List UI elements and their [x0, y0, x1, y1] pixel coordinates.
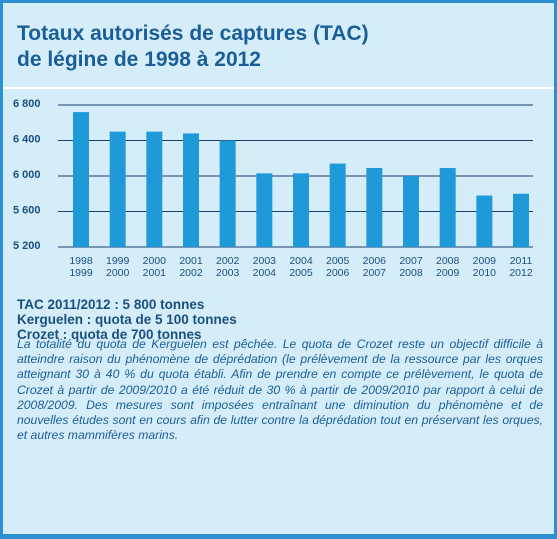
body-text: La totalité du quota de Kerguelen est pê… [17, 337, 543, 443]
bar [366, 168, 383, 247]
bar [73, 112, 89, 247]
separator [3, 87, 554, 89]
x-tick-label: 2005 [289, 267, 313, 279]
x-tick-label: 2002 [179, 267, 203, 279]
bar [293, 173, 309, 247]
x-tick-label: 2001 [143, 267, 167, 279]
bar [403, 176, 419, 247]
bar [476, 195, 493, 247]
x-tick-label: 2008 [436, 255, 460, 267]
x-tick-label: 2002 [216, 255, 240, 267]
bar [329, 163, 346, 247]
x-tick-label: 2007 [399, 255, 423, 267]
bar [219, 140, 236, 247]
x-tick-label: 2003 [253, 255, 277, 267]
x-tick-label: 2004 [289, 255, 313, 267]
x-tick-label: 2000 [143, 255, 167, 267]
summary-line: Crozet : quota de 700 tonnes [17, 327, 202, 342]
title-line: Totaux autorisés de captures (TAC) [17, 22, 369, 45]
x-tick-label: 2008 [399, 267, 423, 279]
summary-line: TAC 2011/2012 : 5 800 tonnes [17, 297, 205, 312]
y-tick-label: 5 600 [13, 204, 41, 216]
x-tick-label: 2003 [216, 267, 240, 279]
x-tick-label: 2006 [326, 267, 350, 279]
bar [256, 173, 273, 247]
y-tick-label: 6 800 [13, 98, 41, 110]
x-tick-label: 1999 [69, 267, 93, 279]
summary-line: Kerguelen : quota de 5 100 tonnes [17, 312, 237, 327]
bar [183, 133, 199, 247]
bar [439, 168, 456, 247]
x-tick-label: 2011 [510, 255, 533, 267]
title-line: de légine de 1998 à 2012 [17, 48, 261, 71]
x-tick-label: 2009 [436, 267, 460, 279]
x-tick-label: 2012 [509, 267, 533, 279]
x-tick-label: 2000 [106, 267, 130, 279]
x-tick-label: 1999 [106, 255, 130, 267]
x-tick-label: 2005 [326, 255, 350, 267]
summary: TAC 2011/2012 : 5 800 tonnes Kerguelen :… [17, 297, 237, 342]
x-tick-label: 2009 [473, 255, 497, 267]
title: Totaux autorisés de captures (TAC) de lé… [17, 21, 369, 73]
y-tick-label: 6 400 [13, 133, 41, 145]
bar [513, 193, 529, 247]
x-tick-label: 2006 [363, 255, 387, 267]
x-tick-label: 2004 [253, 267, 277, 279]
y-tick-label: 6 000 [13, 169, 41, 181]
x-tick-label: 2010 [473, 267, 497, 279]
bar [109, 131, 126, 247]
x-tick-label: 2007 [363, 267, 387, 279]
x-tick-label: 1998 [69, 255, 93, 267]
y-tick-label: 5 200 [13, 240, 41, 252]
x-tick-label: 2001 [179, 255, 203, 267]
bar [146, 131, 163, 247]
